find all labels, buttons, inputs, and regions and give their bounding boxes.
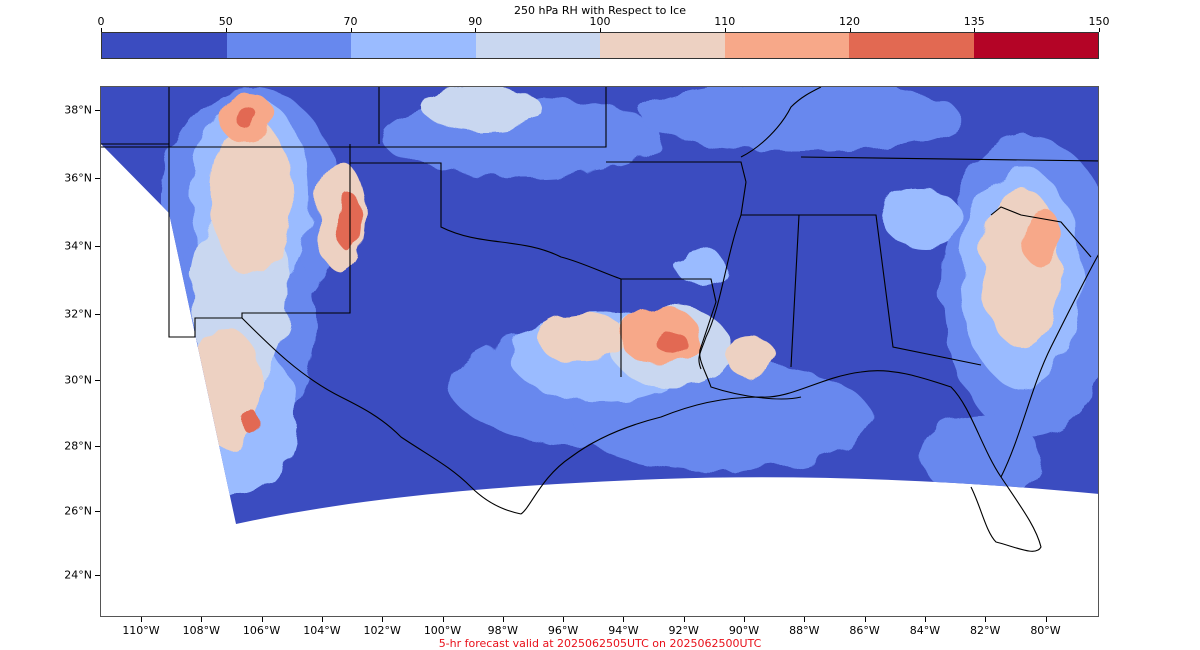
longitude-label: 110°W: [122, 624, 160, 637]
colorbar-title: 250 hPa RH with Respect to Ice: [514, 4, 686, 17]
colorbar-segment: [475, 33, 600, 58]
colorbar-segment: [973, 33, 1098, 58]
latitude-tick: [95, 446, 100, 447]
louisiana-border: [621, 278, 802, 400]
arkansas-border: [606, 87, 822, 183]
texas-oklahoma-border: [350, 162, 622, 377]
colorbar-tick-mark: [724, 28, 726, 32]
latitude-tick: [95, 380, 100, 381]
longitude-label: 82°W: [970, 624, 1001, 637]
longitude-label: 94°W: [608, 624, 639, 637]
colorbar-segment: [102, 33, 227, 58]
latitude-label: 36°N: [64, 171, 92, 185]
longitude-tick: [502, 617, 504, 622]
longitude-tick: [924, 617, 926, 622]
ms-al-ga-borders: [741, 214, 982, 368]
latitude-tick: [95, 575, 100, 576]
longitude-label: 106°W: [242, 624, 281, 637]
colorbar-tick-label: 0: [97, 15, 105, 28]
latitude-tick: [95, 511, 100, 512]
rh-field: [101, 87, 1098, 524]
longitude-tick: [442, 617, 444, 622]
longitude-label: 100°W: [423, 624, 462, 637]
longitude-label: 88°W: [789, 624, 820, 637]
latitude-label: 28°N: [64, 439, 92, 453]
latitude-label: 38°N: [64, 103, 92, 117]
longitude-label: 86°W: [849, 624, 880, 637]
colorbar-tick-label: 150: [1088, 15, 1110, 28]
us-mexico-border: [241, 317, 522, 515]
longitude-tick: [321, 617, 323, 622]
longitude-label: 84°W: [909, 624, 941, 637]
latitude-label: 32°N: [64, 307, 92, 321]
longitude-label: 92°W: [668, 624, 699, 637]
atlantic-coastline: [1000, 254, 1098, 478]
colorbar-tick-mark: [101, 28, 102, 32]
longitude-tick: [1045, 617, 1047, 622]
gulf-coastline: [520, 370, 1042, 552]
colorbar: [101, 32, 1099, 59]
latitude-label: 30°N: [64, 373, 92, 387]
colorbar-segment: [724, 33, 849, 58]
longitude-tick: [563, 617, 565, 622]
longitude-label: 108°W: [182, 624, 220, 637]
longitude-tick: [804, 617, 806, 622]
colorbar-segment: [226, 33, 351, 58]
colorbar-segment: [600, 33, 725, 58]
longitude-tick: [382, 617, 384, 622]
longitude-tick: [744, 617, 745, 622]
tn-nc-borders: [800, 156, 1098, 258]
longitude-tick: [683, 617, 685, 622]
colorbar-tick-mark: [350, 28, 352, 32]
colorbar-tick-label: 90: [468, 15, 483, 28]
longitude-tick: [261, 617, 263, 622]
longitude-tick: [141, 617, 142, 622]
four-corners-borders: [101, 87, 607, 148]
longitude-label: 90°W: [728, 624, 760, 637]
rh-map: [101, 87, 1098, 552]
colorbar-tick-label: 120: [839, 15, 860, 28]
colorbar-tick-mark: [600, 28, 601, 32]
longitude-label: 102°W: [363, 624, 401, 637]
latitude-label: 26°N: [64, 504, 92, 518]
colorbar-tick-label: 50: [218, 15, 233, 28]
colorbar-tick-mark: [1099, 28, 1100, 32]
political-boundaries: [101, 87, 1098, 552]
longitude-label: 104°W: [303, 624, 341, 637]
colorbar-tick-label: 70: [343, 15, 358, 28]
latitude-tick: [95, 314, 100, 315]
latitude-label: 24°N: [64, 568, 92, 582]
colorbar-tick-mark: [475, 28, 477, 32]
longitude-tick: [623, 617, 625, 622]
latitude-tick: [95, 178, 100, 179]
latitude-tick: [95, 246, 100, 247]
longitude-tick: [985, 617, 987, 622]
longitude-label: 96°W: [547, 624, 579, 637]
latitude-tick: [95, 110, 100, 111]
map-panel: [100, 86, 1099, 617]
colorbar-segment: [849, 33, 974, 58]
colorbar-tick-mark: [974, 28, 976, 32]
nm-border: [101, 143, 351, 338]
colorbar-tick-mark: [225, 28, 227, 32]
colorbar-tick-label: 100: [589, 15, 611, 28]
colorbar-tick-mark: [849, 28, 851, 32]
colorbar-tick-label: 135: [963, 15, 985, 28]
latitude-label: 34°N: [64, 239, 92, 253]
forecast-valid-caption: 5-hr forecast valid at 2025062505UTC on …: [438, 637, 762, 650]
longitude-tick: [201, 617, 203, 622]
longitude-tick: [864, 617, 866, 622]
colorbar-segment: [351, 33, 476, 58]
colorbar-tick-label: 110: [714, 15, 736, 28]
longitude-label: 98°W: [487, 624, 518, 637]
longitude-label: 80°W: [1030, 624, 1061, 637]
mississippi-river: [698, 181, 747, 370]
